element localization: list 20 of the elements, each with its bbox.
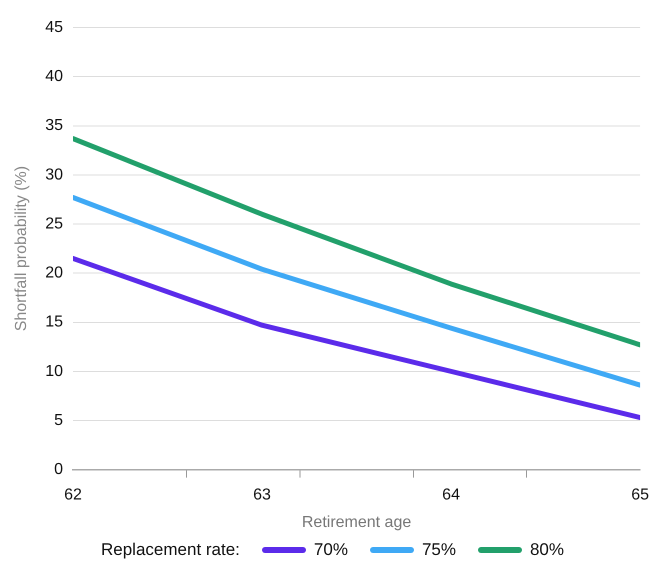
y-tick-label: 35 (45, 117, 64, 134)
y-tick-label: 25 (45, 215, 64, 232)
y-tick-label: 20 (45, 264, 64, 282)
legend-title: Replacement rate: (101, 540, 240, 560)
y-tick-label: 45 (45, 19, 64, 36)
y-tick-label: 40 (45, 68, 64, 86)
legend-label: 80% (530, 540, 564, 560)
x-tick-label: 64 (442, 486, 460, 504)
x-tick-label: 65 (631, 486, 650, 504)
y-tick-label: 0 (54, 461, 64, 478)
x-axis-title: Retirement age (302, 514, 412, 531)
legend-label: 70% (314, 540, 348, 560)
y-axis-title: Shortfall probability (%) (13, 166, 30, 332)
x-tick-label: 62 (64, 486, 82, 504)
y-tick-label: 30 (45, 166, 64, 184)
x-tick-label: 63 (253, 486, 272, 504)
y-tick-label: 15 (45, 314, 64, 331)
legend-label: 75% (422, 540, 456, 560)
y-tick-label: 10 (45, 362, 64, 380)
y-tick-label: 5 (54, 412, 64, 429)
